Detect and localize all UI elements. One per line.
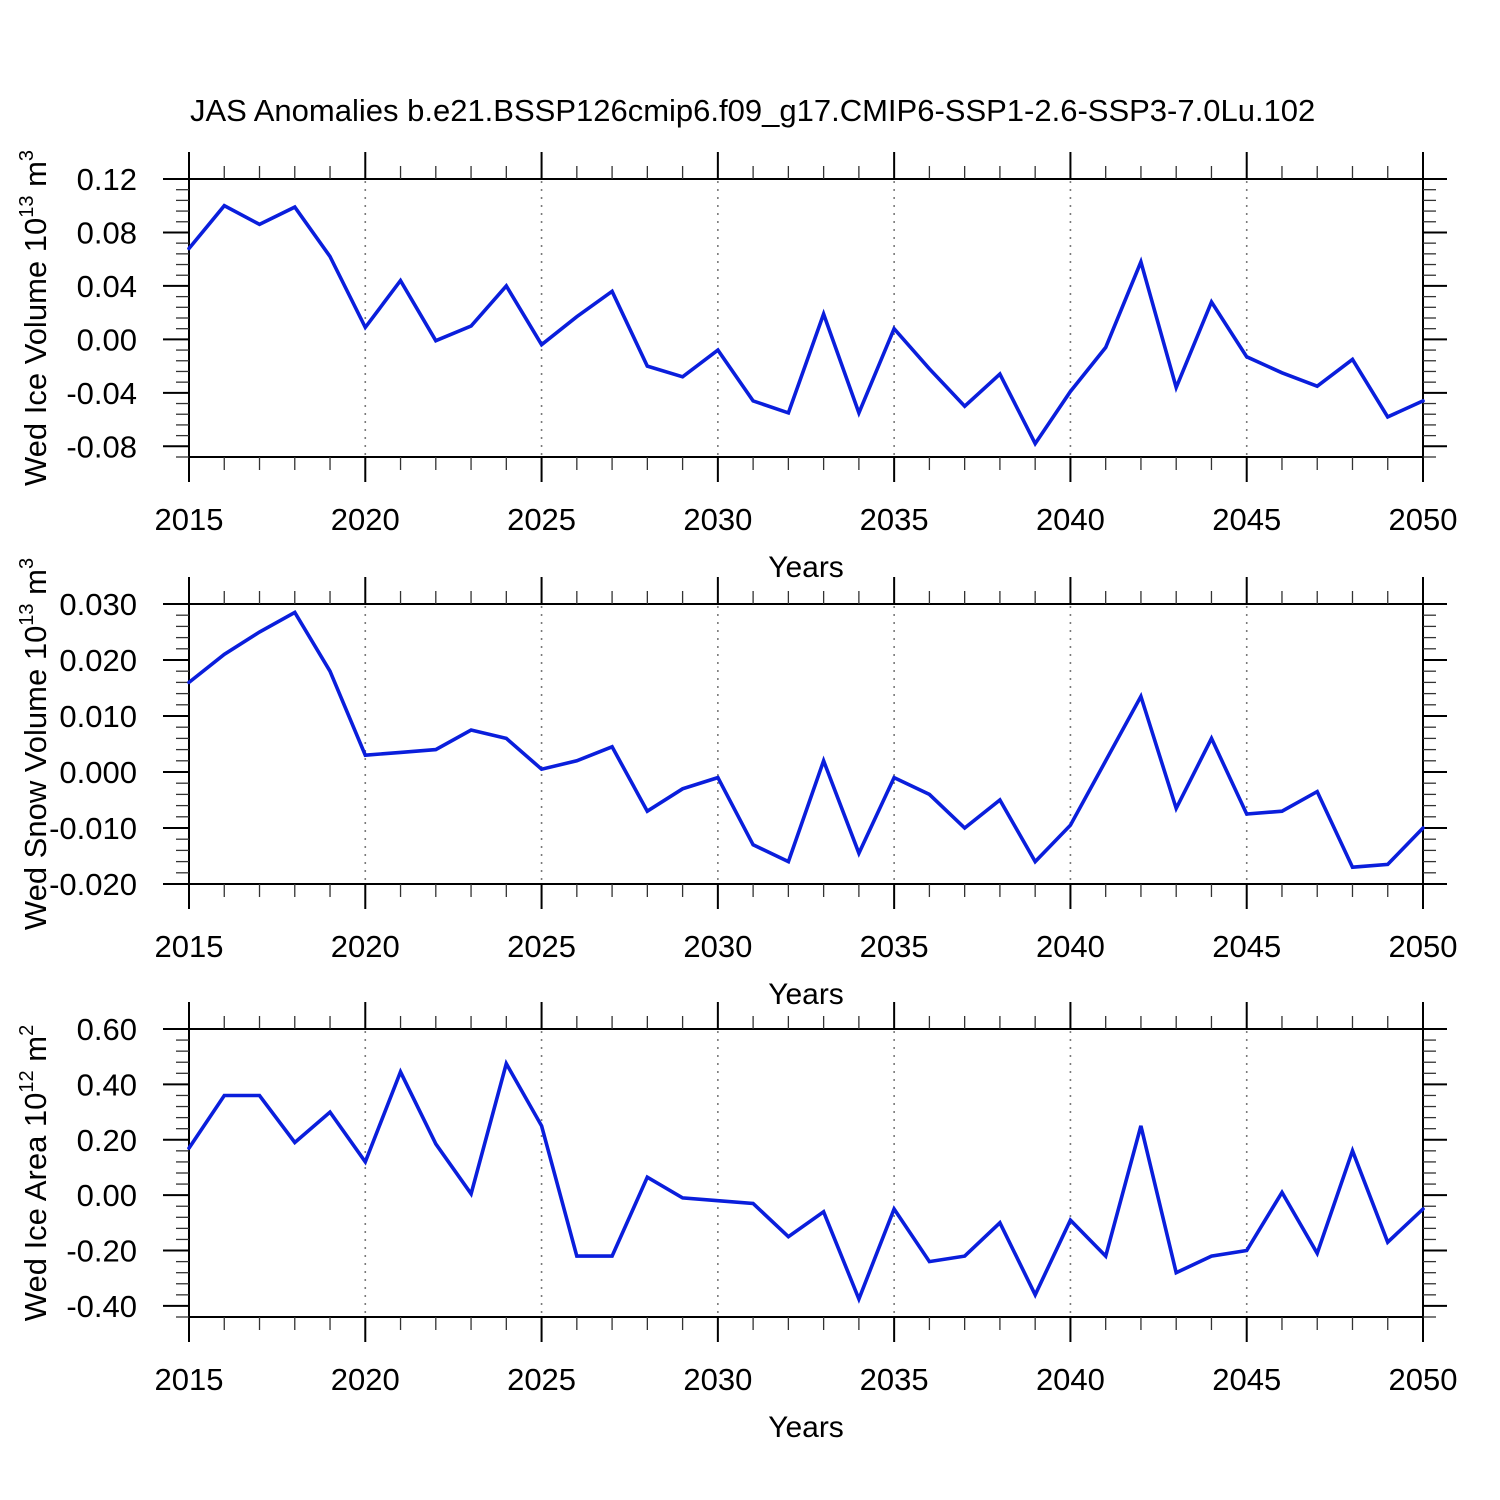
- y-tick-label: 0.04: [77, 269, 137, 304]
- data-line-wed-snow-volume: [187, 609, 1425, 870]
- y-tick-label: 0.12: [77, 162, 137, 197]
- x-tick-label: 2025: [507, 502, 576, 537]
- x-tick-label: 2040: [1036, 1362, 1105, 1397]
- x-axis-title: Years: [768, 978, 844, 1011]
- data-line-wed-ice-area: [187, 1058, 1425, 1304]
- x-tick-label: 2020: [331, 929, 400, 964]
- y-tick-label: 0.20: [77, 1123, 137, 1158]
- x-axis-title: Years: [768, 551, 844, 584]
- x-tick-label: 2045: [1212, 502, 1281, 537]
- x-tick-label: 2020: [331, 1362, 400, 1397]
- y-axis-title: Wed Ice Area 1012 m2: [16, 1025, 53, 1321]
- x-tick-label: 2035: [860, 929, 929, 964]
- y-tick-label: 0.40: [77, 1067, 137, 1102]
- y-tick-label: 0.020: [59, 643, 137, 678]
- y-tick-label: 0.000: [59, 755, 137, 790]
- x-tick-label: 2040: [1036, 929, 1105, 964]
- x-tick-label: 2030: [683, 1362, 752, 1397]
- x-tick-label: 2035: [860, 502, 929, 537]
- x-axis-title: Years: [768, 1411, 844, 1444]
- x-tick-label: 2050: [1389, 1362, 1458, 1397]
- x-tick-label: 2050: [1389, 502, 1458, 537]
- y-axis-title: Wed Snow Volume 1013 m3: [16, 558, 53, 930]
- x-tick-label: 2040: [1036, 502, 1105, 537]
- y-tick-label: 0.010: [59, 699, 137, 734]
- x-tick-label: 2045: [1212, 1362, 1281, 1397]
- x-tick-label: 2025: [507, 929, 576, 964]
- x-tick-label: 2015: [155, 1362, 224, 1397]
- y-tick-label: -0.020: [49, 867, 137, 902]
- y-tick-label: 0.60: [77, 1012, 137, 1047]
- y-tick-label: -0.40: [66, 1289, 137, 1324]
- y-tick-label: 0.030: [59, 587, 137, 622]
- panel-wed-snow-volume: 2015 2020 2025 2030 2035 2040 2045 2050 0.030 0.0…: [16, 558, 1457, 1011]
- y-tick-label: -0.20: [66, 1234, 137, 1269]
- y-tick-label: 0.00: [77, 322, 137, 357]
- panel-wed-ice-area: 2015 2020 2025 2030 2035 2040 2045 2050 0.60 0.40…: [16, 1002, 1457, 1444]
- x-tick-label: 2045: [1212, 929, 1281, 964]
- x-tick-label: 2035: [860, 1362, 929, 1397]
- chart-title: JAS Anomalies b.e21.BSSP126cmip6.f09_g17…: [190, 93, 1315, 128]
- y-tick-label: 0.08: [77, 215, 137, 250]
- x-tick-label: 2020: [331, 502, 400, 537]
- data-line-wed-ice-volume: [187, 203, 1425, 448]
- x-tick-label: 2050: [1389, 929, 1458, 964]
- y-axis-title: Wed Ice Volume 1013 m3: [16, 150, 53, 486]
- x-tick-label: 2015: [155, 502, 224, 537]
- x-tick-label: 2025: [507, 1362, 576, 1397]
- x-tick-label: 2030: [683, 929, 752, 964]
- y-tick-label: -0.04: [66, 376, 137, 411]
- y-tick-label: -0.010: [49, 811, 137, 846]
- x-tick-label: 2030: [683, 502, 752, 537]
- x-tick-label: 2015: [155, 929, 224, 964]
- y-tick-label: -0.08: [66, 429, 137, 464]
- y-tick-label: 0.00: [77, 1178, 137, 1213]
- panel-wed-ice-volume: 2015 2020 2025 2030 2035 2040 2045 2050 0.12 0.08…: [16, 150, 1457, 584]
